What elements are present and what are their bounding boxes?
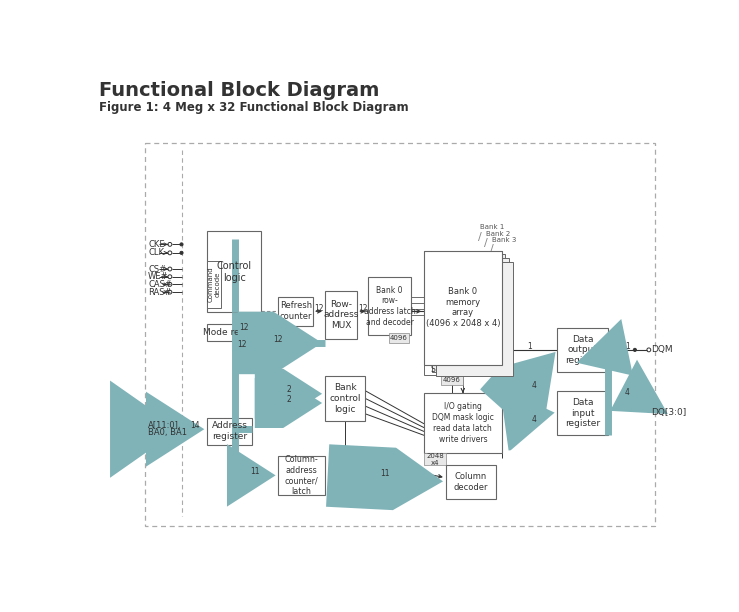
Text: 2: 2 [286, 395, 291, 404]
Bar [325, 376, 365, 420]
Text: Sense amplifiers: Sense amplifiers [431, 365, 494, 375]
Bar [557, 327, 607, 372]
Text: Bank
control
logic: Bank control logic [330, 383, 361, 414]
Text: 12: 12 [239, 323, 248, 332]
Bar [368, 277, 411, 335]
Text: 2: 2 [286, 386, 291, 394]
Text: 4096: 4096 [443, 377, 461, 383]
Text: Address
register: Address register [211, 421, 248, 441]
Text: 11: 11 [381, 469, 390, 477]
Bar [279, 456, 325, 494]
Bar [207, 417, 252, 444]
Text: Data
input
register: Data input register [565, 398, 600, 428]
Text: 12: 12 [314, 304, 324, 313]
Text: A[11:0],: A[11:0], [149, 421, 182, 430]
Text: 4: 4 [531, 416, 537, 425]
Text: 4: 4 [624, 389, 630, 397]
Text: Functional Block Diagram: Functional Block Diagram [98, 81, 379, 100]
Text: Bank 1: Bank 1 [480, 225, 504, 231]
Bar [389, 333, 409, 343]
Text: Bank 0
memory
array
(4096 x 2048 x 4): Bank 0 memory array (4096 x 2048 x 4) [426, 287, 500, 328]
Text: Refresh
counter: Refresh counter [279, 302, 312, 321]
Bar [424, 250, 502, 365]
Circle shape [180, 252, 183, 255]
Text: Column
decoder: Column decoder [454, 472, 488, 492]
Text: 12: 12 [237, 340, 247, 349]
Text: 4: 4 [531, 381, 537, 390]
Bar [207, 261, 221, 308]
Bar [424, 365, 502, 375]
Bar [446, 465, 496, 499]
Text: CKE: CKE [149, 240, 165, 249]
Text: CLK: CLK [149, 248, 164, 258]
Text: /: / [490, 244, 494, 254]
Text: 12: 12 [273, 335, 283, 343]
Text: Bank 3: Bank 3 [492, 237, 517, 243]
Circle shape [633, 348, 636, 351]
Bar [424, 393, 502, 453]
Text: 11: 11 [251, 467, 260, 476]
Bar [207, 231, 262, 312]
Text: Row-
address
MUX: Row- address MUX [324, 300, 359, 330]
Text: 2048
x4: 2048 x4 [426, 453, 444, 466]
Text: Data
output
register: Data output register [565, 335, 600, 365]
Bar [424, 250, 502, 365]
Text: /: / [484, 238, 488, 248]
Text: DQM: DQM [651, 345, 672, 354]
Bar [279, 297, 313, 326]
Text: RAS#: RAS# [149, 288, 171, 297]
Text: 4096: 4096 [390, 335, 408, 341]
Text: 14: 14 [190, 421, 200, 430]
Text: 1: 1 [527, 342, 532, 351]
Text: Control
logic: Control logic [217, 261, 252, 283]
Circle shape [180, 243, 183, 246]
Text: WE#: WE# [149, 272, 168, 282]
Text: CS#: CS# [149, 264, 166, 274]
Text: I/O gating
DQM mask logic
read data latch
write drivers: I/O gating DQM mask logic read data latc… [432, 403, 494, 444]
Bar [441, 375, 463, 386]
Text: Mode register: Mode register [203, 327, 265, 337]
Bar [436, 262, 513, 376]
Bar [557, 390, 607, 435]
Bar [428, 255, 505, 368]
Text: Column-
address
counter/
latch: Column- address counter/ latch [285, 455, 319, 496]
Bar [432, 258, 509, 372]
Bar [325, 291, 358, 339]
Bar [207, 324, 262, 341]
Text: BA0, BA1: BA0, BA1 [149, 428, 187, 437]
Text: DQ[3:0]: DQ[3:0] [651, 408, 687, 417]
Bar [145, 143, 655, 526]
Text: Figure 1: 4 Meg x 32 Functional Block Diagram: Figure 1: 4 Meg x 32 Functional Block Di… [98, 101, 408, 114]
Text: Command
decode: Command decode [208, 267, 220, 302]
Text: /: / [477, 232, 481, 242]
Text: 1: 1 [624, 342, 630, 351]
Text: CAS#: CAS# [149, 280, 172, 289]
Bar [424, 453, 446, 465]
Text: Bank 0
row-
address latch
and decoder: Bank 0 row- address latch and decoder [364, 286, 415, 327]
Text: Bank 2: Bank 2 [486, 231, 511, 237]
Text: 12: 12 [358, 304, 367, 313]
